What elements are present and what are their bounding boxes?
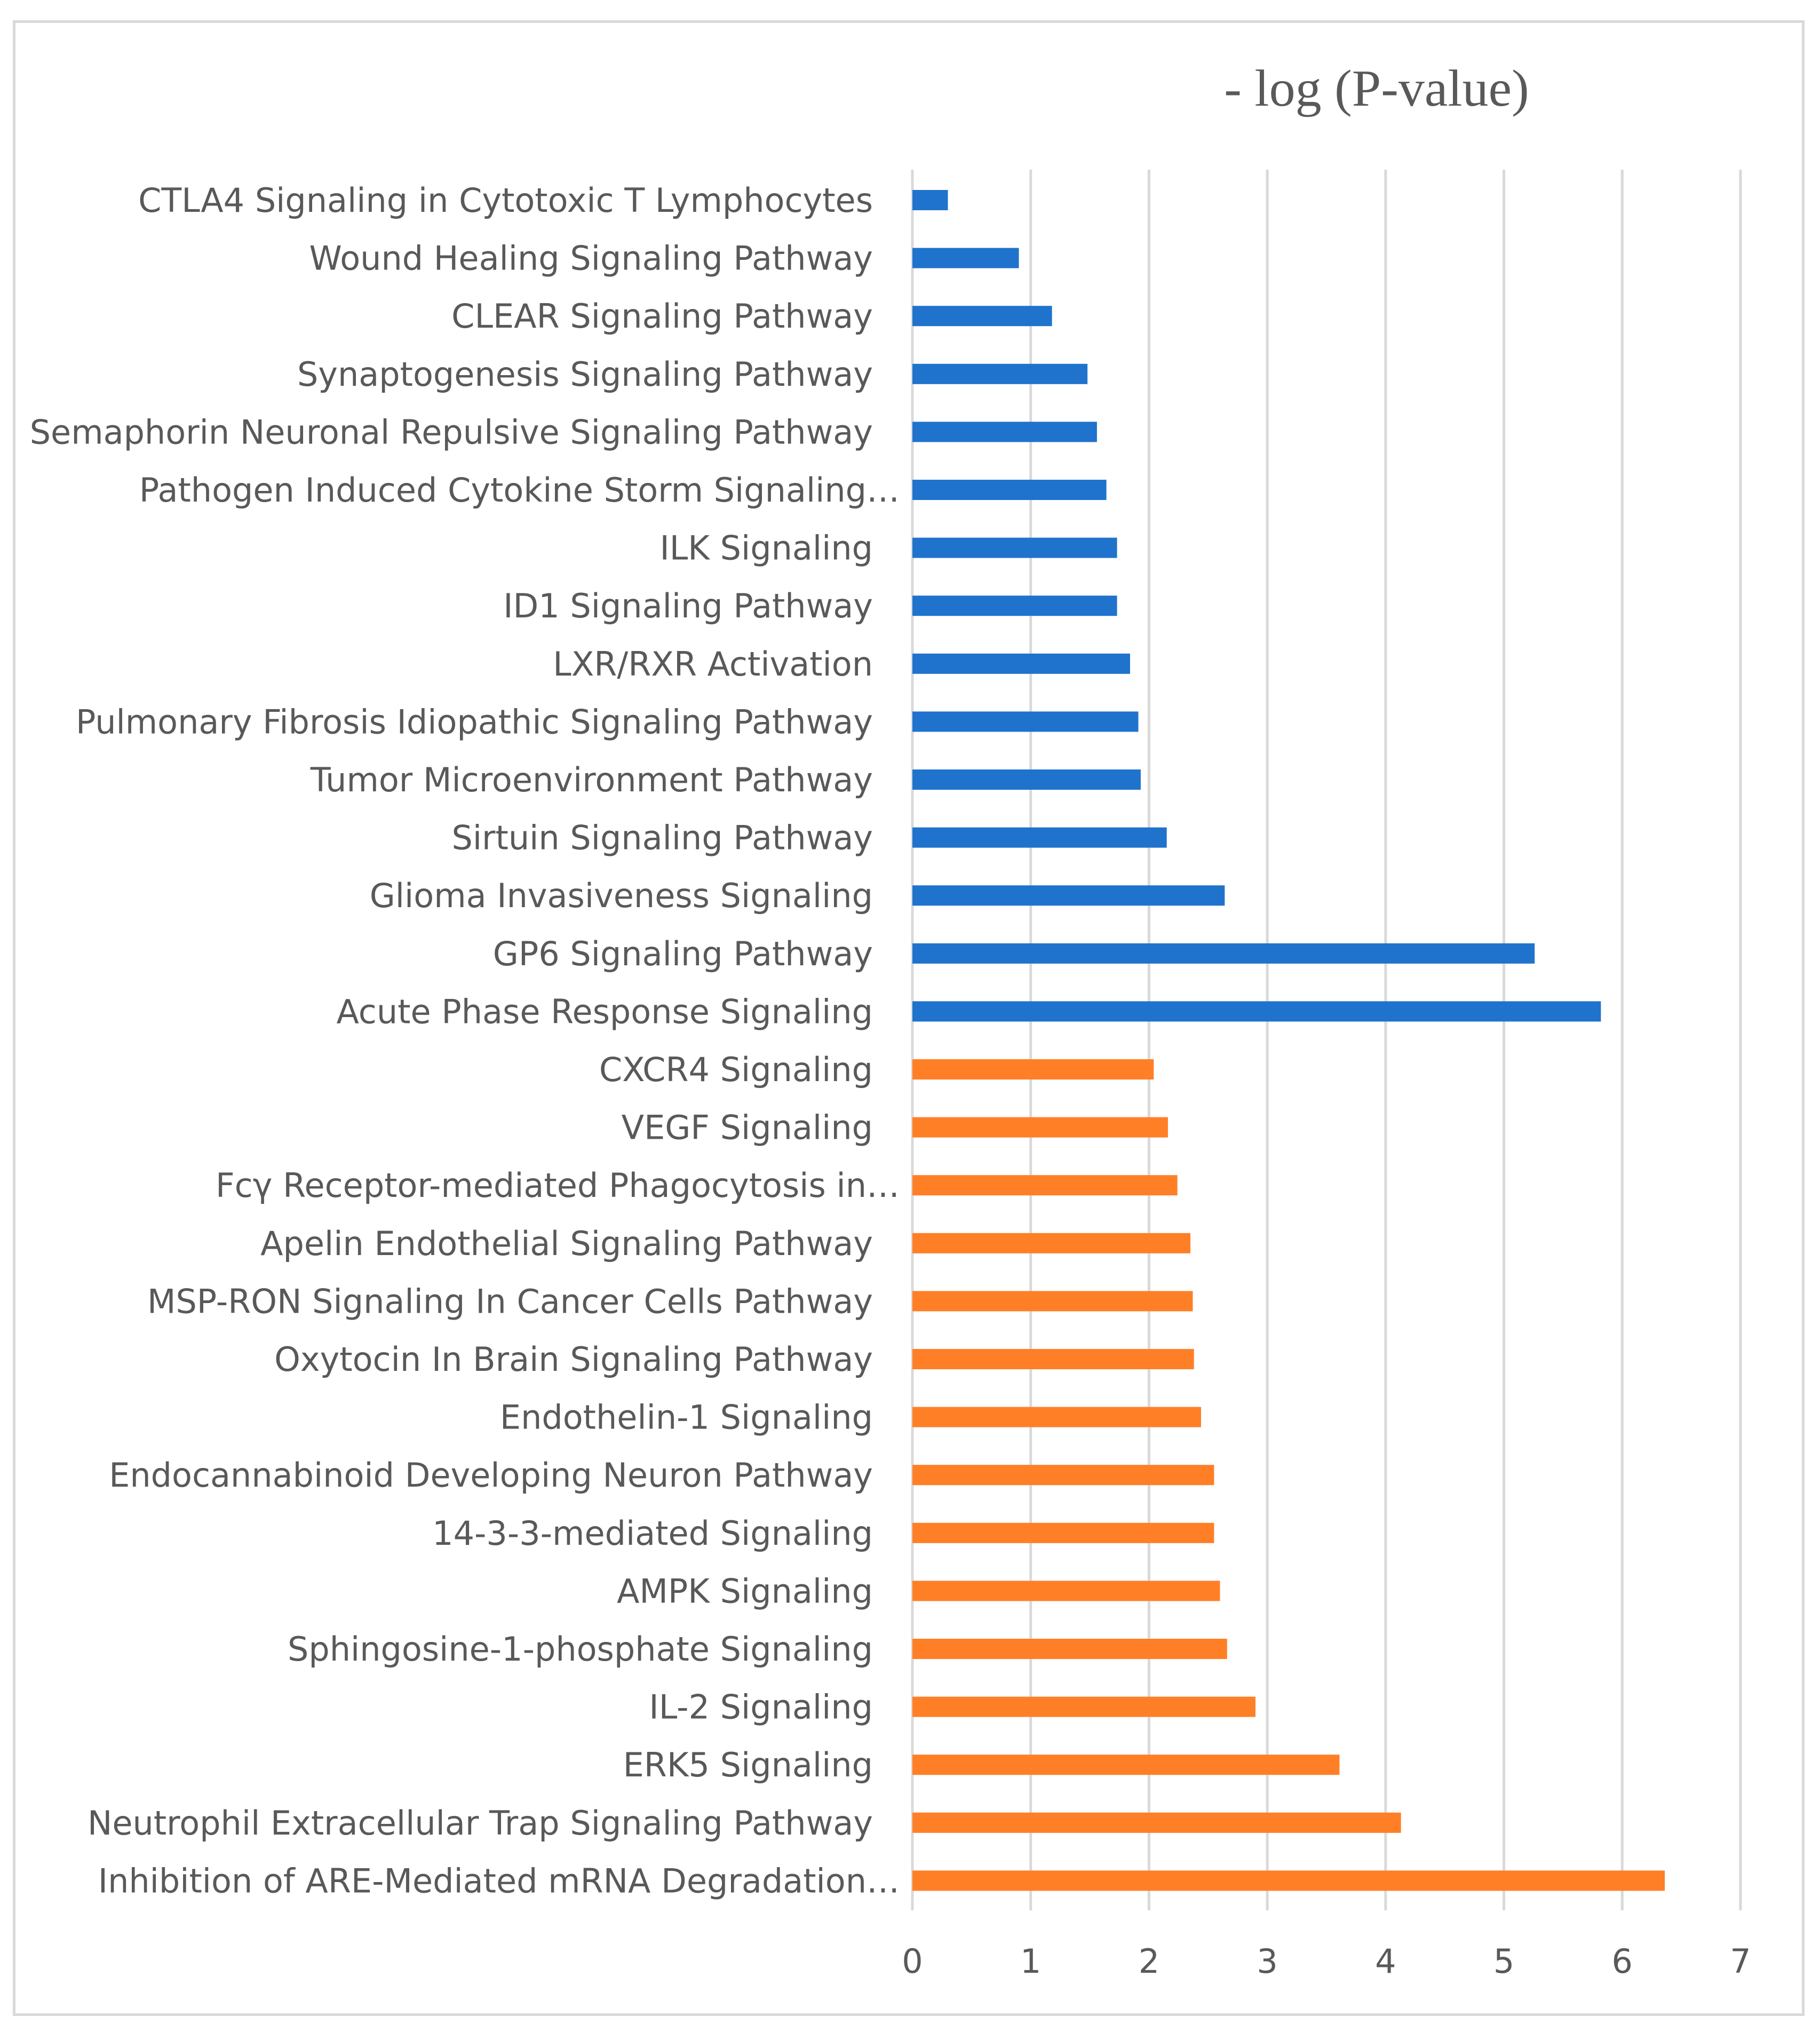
category-label: ILK Signaling [659, 529, 873, 568]
category-label: Synaptogenesis Signaling Pathway [297, 355, 873, 394]
bar-blue [912, 885, 1225, 906]
category-label: AMPK Signaling [617, 1571, 873, 1610]
bar-orange [912, 1465, 1214, 1486]
category-label: Endothelin-1 Signaling [500, 1398, 873, 1437]
category-label: 14-3-3-mediated Signaling [432, 1514, 873, 1553]
bar-orange [912, 1117, 1168, 1138]
category-label: CLEAR Signaling Pathway [451, 297, 873, 336]
chart-title: - log (P-value) [1224, 60, 1529, 117]
x-tick-label: 4 [1375, 1942, 1396, 1981]
bar-blue [912, 943, 1535, 964]
category-label: Tumor Microenvironment Pathway [310, 760, 873, 799]
category-label: ID1 Signaling Pathway [503, 586, 873, 625]
category-label: Apelin Endothelial Signaling Pathway [260, 1224, 873, 1263]
category-label: LXR/RXR Activation [553, 645, 873, 684]
bar-orange [912, 1291, 1193, 1312]
category-label: ERK5 Signaling [623, 1745, 873, 1784]
x-tick-label: 2 [1139, 1942, 1159, 1981]
category-label: Semaphorin Neuronal Repulsive Signaling … [30, 412, 873, 451]
bar-orange [912, 1581, 1220, 1601]
category-label: Sirtuin Signaling Pathway [451, 819, 873, 858]
x-tick-label: 6 [1612, 1942, 1633, 1981]
bar-blue [912, 248, 1019, 268]
category-label: Inhibition of ARE-Mediated mRNA Degradat… [98, 1861, 900, 1900]
bar-blue [912, 653, 1130, 674]
bar-orange [912, 1639, 1227, 1659]
bar-orange [912, 1755, 1340, 1775]
category-label: Wound Healing Signaling Pathway [309, 239, 873, 278]
category-label: Endocannabinoid Developing Neuron Pathwa… [109, 1456, 873, 1495]
bar-orange [912, 1522, 1214, 1543]
bar-blue [912, 827, 1167, 848]
bar-blue [912, 769, 1141, 790]
bar-blue [912, 306, 1052, 327]
category-label: GP6 Signaling Pathway [493, 934, 873, 973]
category-label: CXCR4 Signaling [599, 1050, 873, 1089]
x-tick-label: 7 [1730, 1942, 1751, 1981]
bar-blue [912, 711, 1139, 732]
bar-blue [912, 537, 1117, 558]
category-label: Pulmonary Fibrosis Idiopathic Signaling … [76, 702, 873, 741]
bar-blue [912, 190, 948, 210]
x-tick-label: 5 [1493, 1942, 1514, 1981]
category-label: Glioma Invasiveness Signaling [370, 876, 873, 915]
category-label: Fcγ Receptor-mediated Phagocytosis in… [216, 1166, 900, 1205]
bar-orange [912, 1870, 1665, 1891]
category-label: Sphingosine-1-phosphate Signaling [288, 1630, 873, 1669]
category-label: CTLA4 Signaling in Cytotoxic T Lymphocyt… [138, 181, 873, 220]
bar-blue [912, 1001, 1601, 1022]
category-label: VEGF Signaling [622, 1108, 873, 1147]
category-label: IL-2 Signaling [649, 1688, 873, 1727]
category-labels: CTLA4 Signaling in Cytotoxic T Lymphocyt… [30, 181, 900, 1900]
bar-blue [912, 363, 1088, 384]
bars [912, 190, 1665, 1891]
bar-orange [912, 1407, 1201, 1427]
x-tick-label: 1 [1020, 1942, 1041, 1981]
x-axis-ticks: 0 1 2 3 4 5 6 7 [902, 1942, 1751, 1981]
bar-orange [912, 1175, 1178, 1196]
bar-blue [912, 480, 1107, 500]
category-label: Oxytocin In Brain Signaling Pathway [274, 1340, 873, 1379]
bar-orange [912, 1812, 1401, 1833]
category-label: MSP-RON Signaling In Cancer Cells Pathwa… [147, 1282, 873, 1321]
chart-frame [13, 20, 1805, 2016]
category-label: Acute Phase Response Signaling [336, 992, 873, 1031]
bar-blue [912, 596, 1117, 616]
category-label: Neutrophil Extracellular Trap Signaling … [88, 1804, 873, 1843]
gridlines [911, 170, 1742, 1910]
x-tick-label: 3 [1257, 1942, 1277, 1981]
bar-orange [912, 1696, 1255, 1717]
bar-orange [912, 1233, 1191, 1253]
x-tick-label: 0 [902, 1942, 923, 1981]
bar-blue [912, 422, 1097, 442]
bar-orange [912, 1059, 1154, 1080]
category-label: Pathogen Induced Cytokine Storm Signalin… [139, 471, 900, 510]
bar-orange [912, 1349, 1194, 1369]
